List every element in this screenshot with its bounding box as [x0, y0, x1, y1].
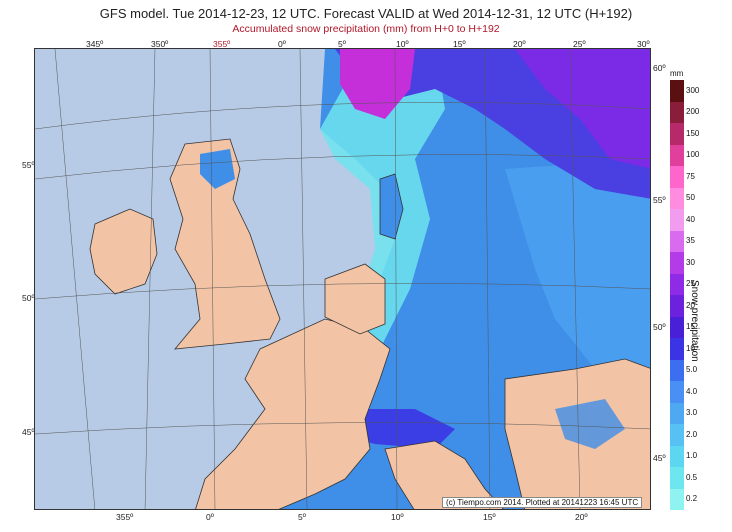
graticule [35, 49, 650, 509]
scale-swatch [670, 381, 684, 403]
longitude-label-top: 10º [396, 39, 409, 49]
scale-label: 0.5 [686, 472, 698, 482]
scale-label: 3.0 [686, 408, 698, 418]
scale-swatch [670, 445, 684, 467]
longitude-label-bottom: 355º [116, 512, 134, 522]
longitude-label-bottom: 10º [391, 512, 404, 522]
scale-label: 75 [686, 171, 695, 181]
scale-label: 4.0 [686, 386, 698, 396]
longitude-label-bottom: 5º [298, 512, 306, 522]
scale-swatch [670, 424, 684, 446]
scale-swatch [670, 252, 684, 274]
scale-swatch [670, 144, 684, 166]
longitude-label-top: 25º [573, 39, 586, 49]
scale-swatch [670, 273, 684, 295]
scale-swatch [670, 338, 684, 360]
scale-label: 100 [686, 150, 700, 160]
longitude-label-top: 345º [86, 39, 104, 49]
longitude-label-top: 355º [213, 39, 231, 49]
scale-label: 2.0 [686, 429, 698, 439]
scale-label: 25 [686, 279, 695, 289]
longitude-label-top: 30º [637, 39, 650, 49]
latitude-label-right: 60º [653, 63, 666, 73]
latitude-label-left: 45º [22, 427, 35, 437]
scale-swatch [670, 209, 684, 231]
map-title: GFS model. Tue 2014-12-23, 12 UTC. Forec… [99, 6, 633, 21]
scale-label: 0.2 [686, 494, 698, 504]
land-great-britain [169, 138, 281, 350]
scale-swatch [670, 187, 684, 209]
scale-label: 30 [686, 257, 695, 267]
scale-swatch [670, 467, 684, 489]
latitude-label-left: 55º [22, 160, 35, 170]
scale-swatch [670, 402, 684, 424]
scale-label: 150 [686, 128, 700, 138]
longitude-label-bottom: 15º [483, 512, 496, 522]
longitude-label-bottom: 0º [206, 512, 214, 522]
land-ireland [89, 208, 158, 295]
scale-label: 20 [686, 300, 695, 310]
scale-swatch [670, 101, 684, 123]
map-subtitle: Accumulated snow precipitation (mm) from… [232, 23, 500, 35]
scale-swatch [670, 166, 684, 188]
scale-title: Snow precipitation [689, 280, 700, 362]
scale-swatch [670, 230, 684, 252]
scale-label: 10 [686, 343, 695, 353]
longitude-label-top: 15º [453, 39, 466, 49]
latitude-label-left: 50º [22, 293, 35, 303]
scale-label: 200 [686, 107, 700, 117]
land-jutland [379, 173, 404, 240]
longitude-label-bottom: 20º [575, 512, 588, 522]
scale-label: 50 [686, 193, 695, 203]
scale-swatch [670, 359, 684, 381]
map-canvas [35, 49, 650, 509]
scale-label: 1.0 [686, 451, 698, 461]
longitude-label-top: 20º [513, 39, 526, 49]
credit-text: (c) Tiempo.com 2014. Plotted at 20141223… [442, 497, 643, 508]
scale-label: 5.0 [686, 365, 698, 375]
snow-scotland [200, 149, 235, 189]
scale-swatch [670, 80, 684, 102]
latitude-label-right: 55º [653, 195, 666, 205]
color-scale [670, 80, 684, 510]
scale-unit: mm [670, 69, 684, 78]
land-france-iberia [195, 318, 391, 509]
snow-field-norway-heavy [340, 49, 415, 119]
longitude-label-top: 5º [338, 39, 346, 49]
forecast-map[interactable] [34, 48, 651, 510]
latitude-label-right: 50º [653, 322, 666, 332]
latitude-label-right: 45º [653, 453, 666, 463]
snow-field-finland [515, 49, 650, 169]
scale-label: 300 [686, 85, 700, 95]
land-benelux [324, 263, 386, 335]
scale-swatch [670, 295, 684, 317]
snow-field-mid-east [505, 159, 650, 379]
scale-swatch [670, 316, 684, 338]
scale-label: 15 [686, 322, 695, 332]
longitude-label-top: 0º [278, 39, 286, 49]
scale-label: 35 [686, 236, 695, 246]
longitude-label-top: 350º [151, 39, 169, 49]
scale-swatch [670, 123, 684, 145]
snow-balkans [555, 399, 625, 449]
scale-swatch [670, 488, 684, 510]
scale-label: 40 [686, 214, 695, 224]
